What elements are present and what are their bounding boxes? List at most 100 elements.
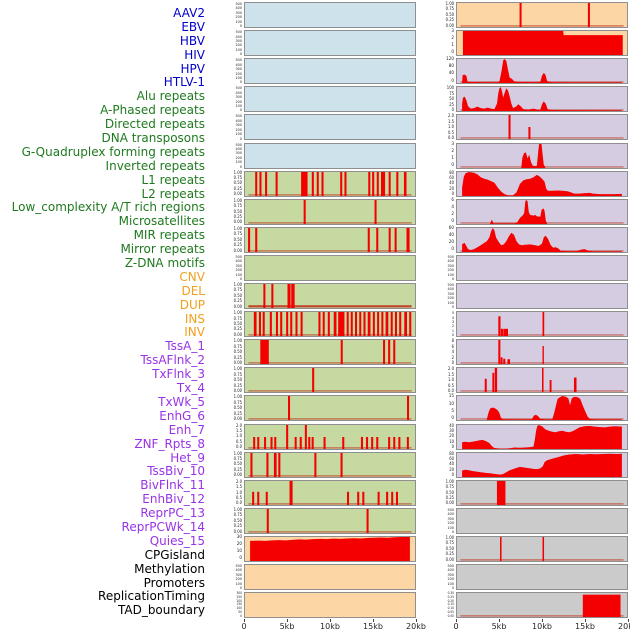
y-tick-label: 0.00 xyxy=(233,528,242,534)
y-tick-label: 20 xyxy=(449,185,454,191)
y-tick-label: 0.25 xyxy=(233,214,242,219)
signal-area xyxy=(250,536,410,561)
signal-bar xyxy=(519,3,522,27)
signal-bar xyxy=(301,171,308,196)
y-axis-ticks-hiv: 500 400 300 200 100 0 xyxy=(225,86,244,112)
y-tick-label: 500 xyxy=(447,563,454,568)
row-label-cpgisland: CPGisland xyxy=(144,547,205,562)
signal-bar xyxy=(388,171,391,196)
y-axis-ticks-7-enh: 60 40 20 0 xyxy=(437,226,456,253)
row-label-3-txflnk: 3_TxFlnk xyxy=(152,367,205,382)
signal-bar xyxy=(587,3,590,27)
track-row-low-complexity-a-t-rich-regions: 1.00 0.75 0.50 0.25 0.00 xyxy=(225,395,416,422)
signal-bar xyxy=(273,452,277,477)
signal-bar xyxy=(327,312,330,337)
y-axis-ticks-a-phased-repeats: 1.00 0.75 0.50 0.25 0.00 xyxy=(225,198,244,225)
track-plot-hiv xyxy=(244,86,416,113)
row-label-dup: DUP xyxy=(179,297,205,312)
y-tick-label: 3 xyxy=(451,29,454,35)
track-plot-directed-repeats xyxy=(244,226,416,253)
y-tick-label: 0.75 xyxy=(233,175,242,181)
y-tick-label: 2.0 xyxy=(236,422,242,428)
track-row-2-tssaflnk: 100 75 50 25 0 xyxy=(437,86,628,113)
track-data-alu-repeats xyxy=(248,171,412,196)
y-tick-label: 0.50 xyxy=(233,405,242,411)
track-plot-dup xyxy=(244,592,416,619)
y-tick-label: 200 xyxy=(235,70,242,76)
row-label-a-phased-repeats: A-Phased repeats xyxy=(100,103,205,118)
track-row-5-txwk: 80 60 40 20 0 xyxy=(437,170,628,197)
y-tick-label: 0.5 xyxy=(448,129,454,135)
x-tick-label: 15kb xyxy=(575,622,595,631)
track-plot-replicationtiming xyxy=(456,564,628,590)
y-tick-label: 0.75 xyxy=(233,315,242,321)
y-tick-label: 3 xyxy=(451,318,454,324)
y-axis-ticks-methylation: 500 400 300 200 100 0 xyxy=(437,506,456,534)
row-label-microsatellites: Microsatellites xyxy=(118,214,205,229)
y-tick-label: 400 xyxy=(235,33,242,39)
track-plot-ins xyxy=(456,2,628,28)
track-plot-10-tssbiv xyxy=(456,311,628,338)
signal-area xyxy=(486,396,622,421)
y-tick-label: 0.25 xyxy=(445,17,454,23)
row-label-directed-repeats: Directed repeats xyxy=(104,117,205,132)
track-plot-6-enhg xyxy=(456,198,628,225)
x-tick-mark xyxy=(243,619,245,622)
track-row-mirror-repeats: 2.0 1.5 1.0 0.5 0.0 xyxy=(225,478,416,506)
y-tick-label: 4 xyxy=(451,349,454,355)
y-axis-ticks-cpgisland: 1.00 0.75 0.50 0.25 0.00 xyxy=(437,479,456,506)
y-axis-ticks-3-txflnk: 2.0 1.5 1.0 0.5 0.0 xyxy=(437,114,456,140)
signal-bar xyxy=(362,491,365,505)
y-tick-label: 400 xyxy=(235,145,242,151)
track-data-11-bivflnk xyxy=(460,340,624,365)
row-label-promoters: Promoters xyxy=(143,575,205,590)
y-tick-label: 0 xyxy=(451,191,454,197)
track-row-mir-repeats: 1.00 0.75 0.50 0.25 0.00 xyxy=(225,451,416,478)
y-tick-label: 100 xyxy=(235,159,242,165)
y-tick-label: 0 xyxy=(240,613,242,618)
signal-bar xyxy=(255,227,258,252)
y-tick-label: 0 xyxy=(239,51,242,57)
signal-bar xyxy=(542,536,545,561)
signal-area xyxy=(462,227,622,252)
y-tick-label: 3 xyxy=(451,141,454,147)
track-data-15-quies xyxy=(462,453,622,477)
track-plot-hpv xyxy=(244,114,416,141)
y-tick-label: 4 xyxy=(451,204,454,210)
y-axis-ticks-14-reprpcwk: 40 30 20 10 0 xyxy=(437,423,456,450)
signal-bar xyxy=(291,284,295,308)
track-row-del: 500 400 300 200 100 0 xyxy=(225,564,416,590)
track-plot-tad-boundary xyxy=(456,592,628,619)
track-data-l1-repeats xyxy=(248,340,412,365)
track-plot-g-quadruplex-forming-repeats xyxy=(244,283,416,309)
y-tick-label: 500 xyxy=(447,506,454,512)
y-tick-label: 40 xyxy=(448,232,454,238)
y-tick-label: 0.00 xyxy=(233,331,242,337)
signal-bar xyxy=(381,312,384,337)
track-data-mir-repeats xyxy=(248,452,412,477)
track-data-6-enhg xyxy=(460,199,624,224)
signal-bar xyxy=(288,396,291,421)
track-row-8-znf-rpts: 500 400 300 200 100 0 xyxy=(437,255,628,281)
signal-bar xyxy=(528,127,531,140)
track-data-12-enhbiv xyxy=(460,368,624,393)
track-data-7-enh xyxy=(460,227,624,252)
row-label-6-enhg: 6_EnhG xyxy=(159,408,205,423)
y-tick-label: 0 xyxy=(239,107,242,113)
y-tick-label: 40 xyxy=(448,71,454,77)
signal-bar xyxy=(311,436,314,449)
y-axis-ticks-dna-transposons: 500 400 300 200 100 0 xyxy=(225,255,244,281)
track-row-cpgisland: 1.00 0.75 0.50 0.25 0.00 xyxy=(437,479,628,506)
signal-bar xyxy=(316,171,319,196)
y-tick-label: 1.5 xyxy=(236,427,242,433)
y-tick-label: 0.50 xyxy=(233,320,242,326)
row-label-4-tx: 4_Tx xyxy=(176,381,205,396)
y-tick-label: 4 xyxy=(451,314,454,320)
y-axis-ticks-ins: 1.00 0.75 0.50 0.25 0.00 xyxy=(437,1,456,28)
track-row-1-tssa: 120 80 40 0 xyxy=(437,58,628,85)
y-tick-label: 500 xyxy=(235,113,242,119)
track-row-dup: 300 250 200 150 100 50 0 xyxy=(225,591,416,619)
row-label-tad-boundary: TAD_boundary xyxy=(117,603,205,618)
y-tick-label: 2.0 xyxy=(236,478,242,484)
